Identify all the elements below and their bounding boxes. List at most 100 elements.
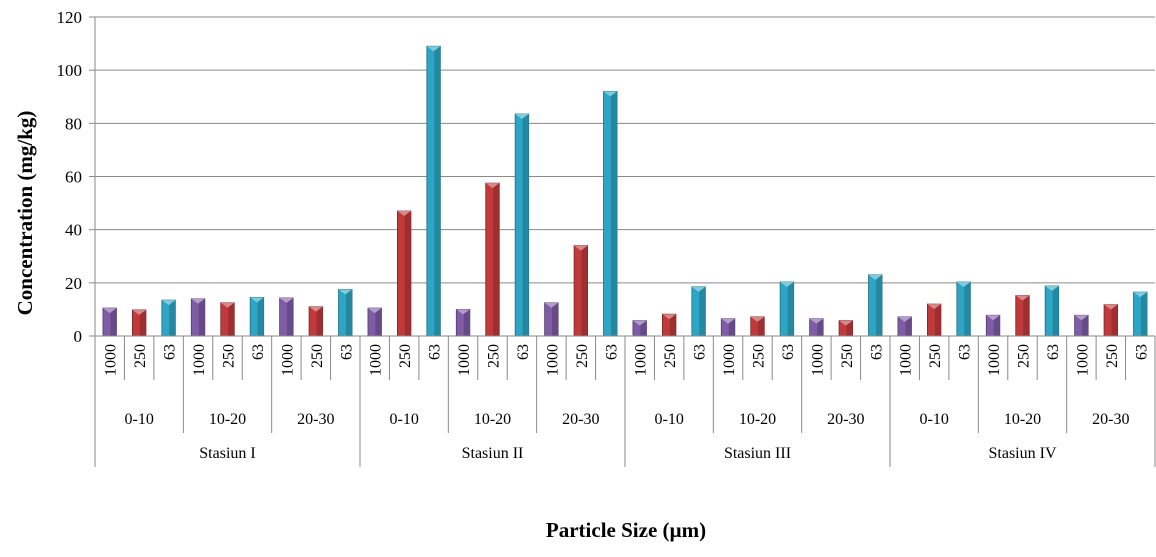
bar-shade xyxy=(699,286,706,336)
x-tick-label-station: Stasiun II xyxy=(462,445,524,462)
bar-top xyxy=(780,282,794,288)
bar-top xyxy=(397,211,411,217)
x-tick-label-size: 1000 xyxy=(1074,344,1091,376)
bar-shade xyxy=(110,308,117,336)
bar-top xyxy=(986,315,1000,321)
bar-shade xyxy=(1023,295,1030,336)
x-tick-label-size: 1000 xyxy=(103,344,120,376)
x-tick-label-depth: 10-20 xyxy=(1004,411,1041,428)
x-tick-label-size: 63 xyxy=(250,344,267,360)
bar-shade xyxy=(934,304,941,336)
bar-shade xyxy=(375,308,382,336)
bar-shade xyxy=(581,245,588,336)
y-tick-label: 20 xyxy=(65,274,82,293)
x-tick-label-size: 1000 xyxy=(368,344,385,376)
x-tick-label-size: 63 xyxy=(338,344,355,360)
x-tick-label-depth: 0-10 xyxy=(920,411,949,428)
x-tick-label-depth: 20-30 xyxy=(297,411,334,428)
x-tick-label-size: 250 xyxy=(486,344,503,368)
x-tick-label-depth: 0-10 xyxy=(390,411,419,428)
x-tick-label-station: Stasiun IV xyxy=(989,445,1057,462)
bar-shade xyxy=(169,300,176,336)
bar-shade xyxy=(552,302,559,336)
bar-shade xyxy=(434,46,441,336)
x-tick-label-size: 63 xyxy=(427,344,444,360)
x-tick-label-size: 250 xyxy=(309,344,326,368)
x-tick-label-size: 1000 xyxy=(544,344,561,376)
bar-shade xyxy=(287,297,294,336)
bar-top xyxy=(161,300,176,306)
axes xyxy=(89,16,1156,467)
x-axis-title: Particle Size (µm) xyxy=(546,518,706,542)
x-tick-label-depth: 20-30 xyxy=(1092,411,1129,428)
bar-top xyxy=(1104,304,1118,310)
bar-shade xyxy=(493,183,500,336)
bars xyxy=(102,45,1148,337)
bar-top xyxy=(691,286,706,292)
x-tick-label-size: 250 xyxy=(1104,344,1121,368)
x-tick-label-size: 63 xyxy=(780,344,797,360)
y-tick-label: 120 xyxy=(57,8,83,27)
bar-shade xyxy=(669,314,676,336)
bar-top xyxy=(250,297,264,303)
x-tick-label-size: 250 xyxy=(662,344,679,368)
x-tick-label-size: 250 xyxy=(221,344,238,368)
bar-top xyxy=(603,91,618,97)
x-tick-label-size: 63 xyxy=(603,344,620,360)
bar-top xyxy=(1074,315,1089,321)
bar-shade xyxy=(198,298,205,336)
bar-shade xyxy=(463,309,470,336)
bar-top xyxy=(132,309,146,315)
x-tick-label-size: 63 xyxy=(515,344,532,360)
x-tick-label-size: 1000 xyxy=(986,344,1003,376)
bar-shade xyxy=(728,318,735,336)
grid-lines xyxy=(95,16,1155,284)
x-tick-label-depth: 20-30 xyxy=(562,411,599,428)
bar-top xyxy=(868,274,883,280)
bar-top xyxy=(927,304,941,310)
bar-shade xyxy=(1052,286,1059,336)
x-tick-label-size: 1000 xyxy=(898,344,915,376)
x-tick-label-depth: 10-20 xyxy=(209,411,246,428)
x-tick-label-size: 63 xyxy=(1133,344,1150,360)
y-tick-label: 40 xyxy=(65,221,82,240)
bar-shade xyxy=(817,318,824,336)
y-tick-label: 60 xyxy=(65,168,82,187)
bar-top xyxy=(426,46,441,52)
bar-shade xyxy=(345,289,353,336)
bar-top xyxy=(220,302,235,308)
bar-top xyxy=(544,302,559,308)
bar-shade xyxy=(1140,292,1148,336)
bar-shade xyxy=(139,309,146,336)
bar-shade xyxy=(787,282,794,336)
bar-top xyxy=(721,318,735,324)
x-tick-label-size: 250 xyxy=(132,344,149,368)
bar-top xyxy=(191,298,205,304)
bar-top xyxy=(515,114,529,120)
bar-top xyxy=(1045,286,1059,292)
bar-shade xyxy=(905,316,912,336)
x-tick-label-depth: 10-20 xyxy=(474,411,511,428)
bar-top xyxy=(367,308,382,314)
x-tick-label-size: 1000 xyxy=(721,344,738,376)
y-axis-title: Concentration (mg/kg) xyxy=(13,111,37,316)
bar-top xyxy=(456,309,470,315)
bar-shade xyxy=(404,211,411,336)
x-tick-label-size: 250 xyxy=(397,344,414,368)
x-tick-label-station: Stasiun III xyxy=(724,445,791,462)
x-tick-label-station: Stasiun I xyxy=(199,445,255,462)
bar-shade xyxy=(228,302,235,336)
bar-shade xyxy=(257,297,264,336)
x-tick-label-size: 250 xyxy=(751,344,768,368)
bar-top xyxy=(632,320,647,326)
bar-shade xyxy=(316,306,323,336)
bar-shade xyxy=(993,315,1000,336)
bar-top xyxy=(956,282,971,288)
x-tick-label-depth: 10-20 xyxy=(739,411,776,428)
bar-top xyxy=(662,314,676,320)
bar-top xyxy=(102,308,117,314)
bar-top xyxy=(1133,292,1148,298)
x-tick-label-depth: 0-10 xyxy=(655,411,684,428)
